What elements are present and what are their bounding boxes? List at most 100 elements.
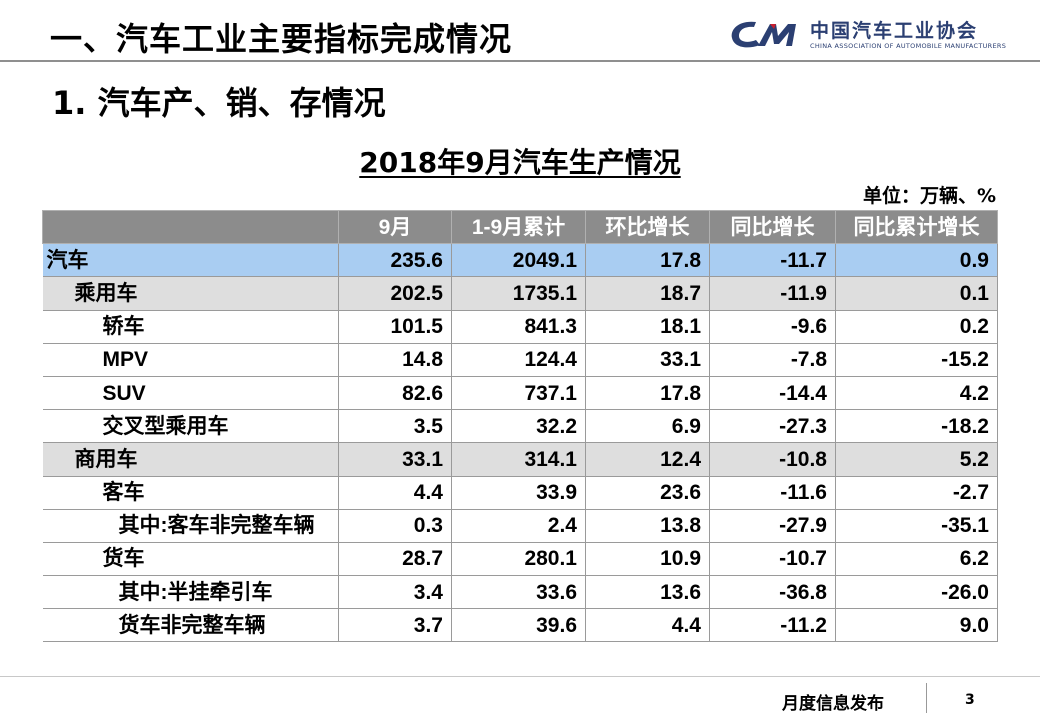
table-cell: 6.2 bbox=[835, 541, 998, 577]
table-row: 货车非完整车辆 3.7 39.6 4.4 -11.2 9.0 bbox=[42, 608, 998, 643]
table-cell: 0.3 bbox=[338, 508, 452, 543]
table-cell: 737.1 bbox=[451, 375, 586, 411]
table-cell: -11.9 bbox=[709, 276, 836, 311]
table-cell: 18.1 bbox=[585, 309, 710, 344]
table-cell: -15.2 bbox=[835, 342, 998, 377]
row-label: 乘用车 bbox=[42, 276, 339, 311]
row-label: 其中:客车非完整车辆 bbox=[42, 508, 339, 543]
table-cell: -18.2 bbox=[835, 409, 998, 444]
table-cell: 14.8 bbox=[338, 342, 452, 377]
table-cell: 33.6 bbox=[451, 575, 586, 610]
table-cell: 2049.1 bbox=[451, 243, 586, 278]
cam-logo-icon bbox=[731, 21, 796, 48]
section-title: 1. 汽车产、销、存情况 bbox=[52, 84, 386, 122]
table-cell: 17.8 bbox=[585, 243, 710, 278]
table-cell: -2.7 bbox=[835, 475, 998, 510]
row-label: 其中:半挂牵引车 bbox=[42, 575, 339, 610]
table-row: 轿车 101.5 841.3 18.1 -9.6 0.2 bbox=[42, 309, 998, 344]
table-cell: 124.4 bbox=[451, 342, 586, 377]
table-row: 其中:客车非完整车辆 0.3 2.4 13.8 -27.9 -35.1 bbox=[42, 508, 998, 543]
table-cell: 314.1 bbox=[451, 442, 586, 477]
table-row: 客车 4.4 33.9 23.6 -11.6 -2.7 bbox=[42, 475, 998, 510]
table-row: 商用车 33.1 314.1 12.4 -10.8 5.2 bbox=[42, 442, 998, 477]
table-cell: 33.1 bbox=[585, 342, 710, 377]
table-row: 汽车 235.6 2049.1 17.8 -11.7 0.9 bbox=[42, 243, 998, 278]
column-header: 同比累计增长 bbox=[835, 209, 998, 245]
row-label: SUV bbox=[42, 375, 339, 411]
column-header: 环比增长 bbox=[585, 209, 710, 245]
column-header bbox=[42, 209, 339, 245]
table-header-row: 9月 1-9月累计 环比增长 同比增长 同比累计增长 bbox=[42, 209, 998, 245]
table-cell: 23.6 bbox=[585, 475, 710, 510]
table-cell: 0.1 bbox=[835, 276, 998, 311]
table-cell: -9.6 bbox=[709, 309, 836, 344]
table-row: 交叉型乘用车 3.5 32.2 6.9 -27.3 -18.2 bbox=[42, 409, 998, 444]
column-header: 同比增长 bbox=[709, 209, 836, 245]
footer-label: 月度信息发布 bbox=[782, 694, 884, 714]
table-cell: 18.7 bbox=[585, 276, 710, 311]
table-cell: -7.8 bbox=[709, 342, 836, 377]
table-cell: 12.4 bbox=[585, 442, 710, 477]
footer-separator bbox=[926, 683, 927, 713]
table-cell: 3.5 bbox=[338, 409, 452, 444]
table-cell: -14.4 bbox=[709, 375, 836, 411]
table-cell: 17.8 bbox=[585, 375, 710, 411]
table-cell: 4.4 bbox=[338, 475, 452, 510]
table-cell: 235.6 bbox=[338, 243, 452, 278]
row-label: 客车 bbox=[42, 475, 339, 510]
table-cell: -27.9 bbox=[709, 508, 836, 543]
column-header: 9月 bbox=[338, 209, 452, 245]
row-label: 交叉型乘用车 bbox=[42, 409, 339, 444]
table-row: MPV 14.8 124.4 33.1 -7.8 -15.2 bbox=[42, 342, 998, 377]
table-cell: 280.1 bbox=[451, 541, 586, 577]
table-cell: 39.6 bbox=[451, 608, 586, 643]
table-cell: 82.6 bbox=[338, 375, 452, 411]
table-row: SUV 82.6 737.1 17.8 -14.4 4.2 bbox=[42, 375, 998, 411]
production-table: 9月 1-9月累计 环比增长 同比增长 同比累计增长 汽车 235.6 2049… bbox=[42, 209, 998, 643]
row-label: 商用车 bbox=[42, 442, 339, 477]
table-cell: -27.3 bbox=[709, 409, 836, 444]
table-cell: 10.9 bbox=[585, 541, 710, 577]
table-cell: 33.9 bbox=[451, 475, 586, 510]
table-row: 乘用车 202.5 1735.1 18.7 -11.9 0.1 bbox=[42, 276, 998, 311]
table-cell: -10.7 bbox=[709, 541, 836, 577]
table-cell: 32.2 bbox=[451, 409, 586, 444]
table-cell: 101.5 bbox=[338, 309, 452, 344]
unit-label: 单位：万辆、% bbox=[862, 185, 996, 207]
logo: 中国汽车工业协会 CHINA ASSOCIATION OF AUTOMOBILE… bbox=[730, 14, 1006, 54]
column-header: 1-9月累计 bbox=[451, 209, 586, 245]
table-row: 货车 28.7 280.1 10.9 -10.7 6.2 bbox=[42, 541, 998, 577]
slide-title: 一、汽车工业主要指标完成情况 bbox=[50, 20, 513, 58]
row-label: 轿车 bbox=[42, 309, 339, 344]
table-cell: 5.2 bbox=[835, 442, 998, 477]
table-cell: 2.4 bbox=[451, 508, 586, 543]
table-cell: -35.1 bbox=[835, 508, 998, 543]
table-cell: 33.1 bbox=[338, 442, 452, 477]
logo-english: CHINA ASSOCIATION OF AUTOMOBILE MANUFACT… bbox=[810, 42, 1007, 50]
table-cell: 3.7 bbox=[338, 608, 452, 643]
row-label: 货车非完整车辆 bbox=[42, 608, 339, 643]
table-cell: 13.8 bbox=[585, 508, 710, 543]
table-title-text: 2018年9月汽车生产情况 bbox=[359, 146, 681, 179]
table-cell: -10.8 bbox=[709, 442, 836, 477]
table-title: 2018年9月汽车生产情况 bbox=[0, 141, 1040, 181]
table-cell: 28.7 bbox=[338, 541, 452, 577]
table-cell: -11.6 bbox=[709, 475, 836, 510]
table-cell: 6.9 bbox=[585, 409, 710, 444]
table-cell: 9.0 bbox=[835, 608, 998, 643]
logo-name: 中国汽车工业协会 bbox=[810, 20, 979, 42]
table-cell: 841.3 bbox=[451, 309, 586, 344]
table-cell: 13.6 bbox=[585, 575, 710, 610]
row-label: 货车 bbox=[42, 541, 339, 577]
header-divider bbox=[0, 60, 1040, 62]
table-cell: -11.2 bbox=[709, 608, 836, 643]
table-cell: 4.4 bbox=[585, 608, 710, 643]
table-cell: 3.4 bbox=[338, 575, 452, 610]
table-cell: 0.2 bbox=[835, 309, 998, 344]
table-cell: -26.0 bbox=[835, 575, 998, 610]
table-row: 其中:半挂牵引车 3.4 33.6 13.6 -36.8 -26.0 bbox=[42, 575, 998, 610]
row-label: MPV bbox=[42, 342, 339, 377]
table-cell: 0.9 bbox=[835, 243, 998, 278]
table-cell: -36.8 bbox=[709, 575, 836, 610]
table-cell: 1735.1 bbox=[451, 276, 586, 311]
